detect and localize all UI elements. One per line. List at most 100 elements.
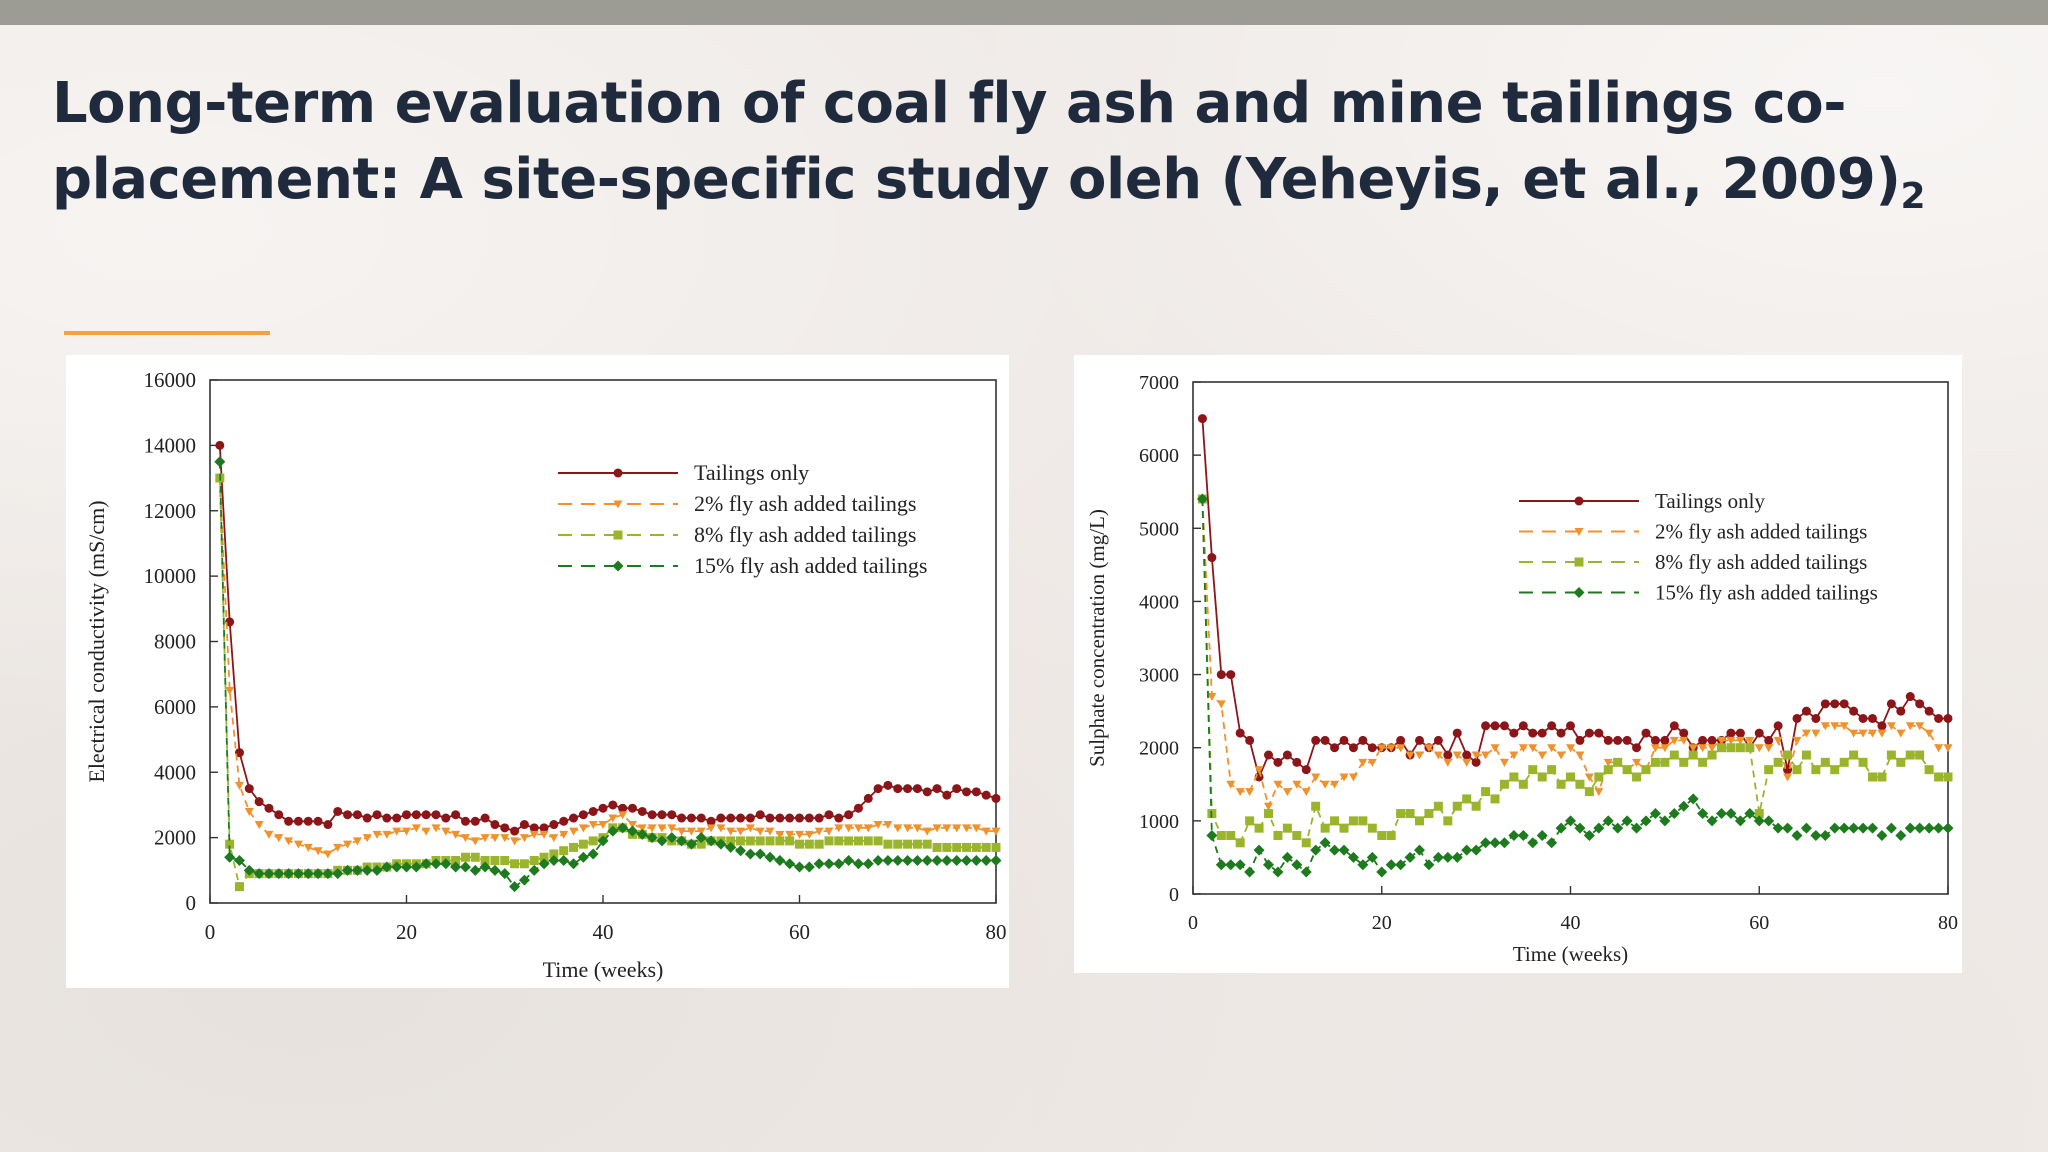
data-point [1593, 822, 1605, 834]
data-point [962, 787, 972, 797]
data-point [882, 855, 894, 867]
series-line [1201, 498, 1948, 809]
data-point [1377, 830, 1387, 840]
data-point [1358, 735, 1368, 745]
data-point [893, 839, 903, 849]
data-point [1745, 743, 1755, 753]
data-point [1226, 670, 1236, 680]
data-point [922, 787, 932, 797]
data-point [1886, 750, 1896, 760]
data-point [1347, 851, 1359, 863]
data-point [1555, 822, 1567, 834]
data-point [834, 813, 844, 823]
data-point [1735, 743, 1745, 753]
data-point [608, 814, 618, 823]
data-point [1915, 750, 1925, 760]
y-axis-label: Sulphate concentration (mg/L) [1085, 509, 1109, 767]
data-point [1357, 859, 1369, 871]
data-point [1423, 859, 1435, 871]
data-point [1583, 829, 1595, 841]
data-point [1367, 823, 1377, 833]
data-point [716, 813, 726, 823]
data-point [264, 830, 274, 839]
data-point [1707, 750, 1717, 760]
data-point [490, 856, 500, 866]
data-point [1273, 757, 1283, 767]
data-point [1311, 801, 1321, 811]
data-point [1376, 866, 1388, 878]
data-point [1528, 765, 1538, 775]
data-point [941, 855, 953, 867]
data-point [470, 852, 480, 862]
data-point [333, 806, 343, 816]
data-point [607, 825, 619, 837]
series-line [218, 478, 996, 855]
data-point [617, 822, 629, 834]
data-point [1848, 822, 1860, 834]
data-point [1857, 822, 1869, 834]
data-point [765, 813, 775, 823]
legend-marker [1574, 557, 1584, 567]
data-point [411, 810, 421, 820]
data-point [1404, 851, 1416, 863]
data-point [1471, 751, 1481, 760]
data-point [991, 793, 1001, 803]
data-point [1451, 851, 1463, 863]
data-point [1924, 729, 1934, 738]
legend-marker [1574, 496, 1584, 506]
data-point [843, 855, 855, 867]
data-point [1292, 757, 1302, 767]
data-point [1632, 743, 1642, 753]
data-point [1471, 757, 1481, 767]
data-point [971, 787, 981, 797]
data-point [1395, 859, 1407, 871]
data-point [1660, 757, 1670, 767]
data-point [755, 810, 765, 820]
data-point [510, 826, 520, 836]
data-point [863, 793, 873, 803]
data-point [1320, 780, 1330, 789]
data-point [1574, 822, 1586, 834]
data-point [421, 810, 431, 820]
x-tick-label: 60 [789, 920, 810, 944]
data-point [588, 821, 598, 830]
data-point [1895, 829, 1907, 841]
data-point [402, 827, 411, 836]
series-tailings-only [1197, 414, 1953, 782]
data-point [1934, 713, 1944, 723]
data-point [726, 827, 736, 836]
data-point [1603, 758, 1613, 767]
data-point [254, 797, 264, 807]
data-point [970, 855, 982, 867]
data-point [284, 816, 294, 826]
data-point [273, 868, 285, 880]
data-point [284, 837, 294, 846]
data-point [1433, 735, 1443, 745]
data-point [932, 784, 942, 794]
data-point [1811, 713, 1821, 723]
legend-label: 15% fly ash added tailings [1655, 581, 1878, 605]
data-point [765, 827, 775, 836]
x-tick-label: 80 [1938, 912, 1958, 934]
data-point [706, 824, 716, 833]
data-point [1300, 866, 1312, 878]
data-point [676, 835, 688, 847]
data-point [1396, 809, 1406, 819]
data-point [1706, 815, 1718, 827]
data-point [1632, 758, 1642, 767]
data-point [1245, 816, 1255, 826]
data-point [696, 839, 706, 849]
data-point [243, 864, 255, 876]
data-point [1273, 780, 1283, 789]
data-point [1216, 830, 1226, 840]
data-point [1792, 713, 1802, 723]
data-point [853, 824, 863, 833]
data-point [1329, 844, 1341, 856]
data-point [1754, 809, 1764, 819]
data-point [1301, 838, 1311, 848]
data-point [1556, 779, 1566, 789]
data-point [490, 820, 500, 830]
data-point [893, 824, 903, 833]
data-point [942, 842, 952, 852]
data-point [1489, 837, 1501, 849]
